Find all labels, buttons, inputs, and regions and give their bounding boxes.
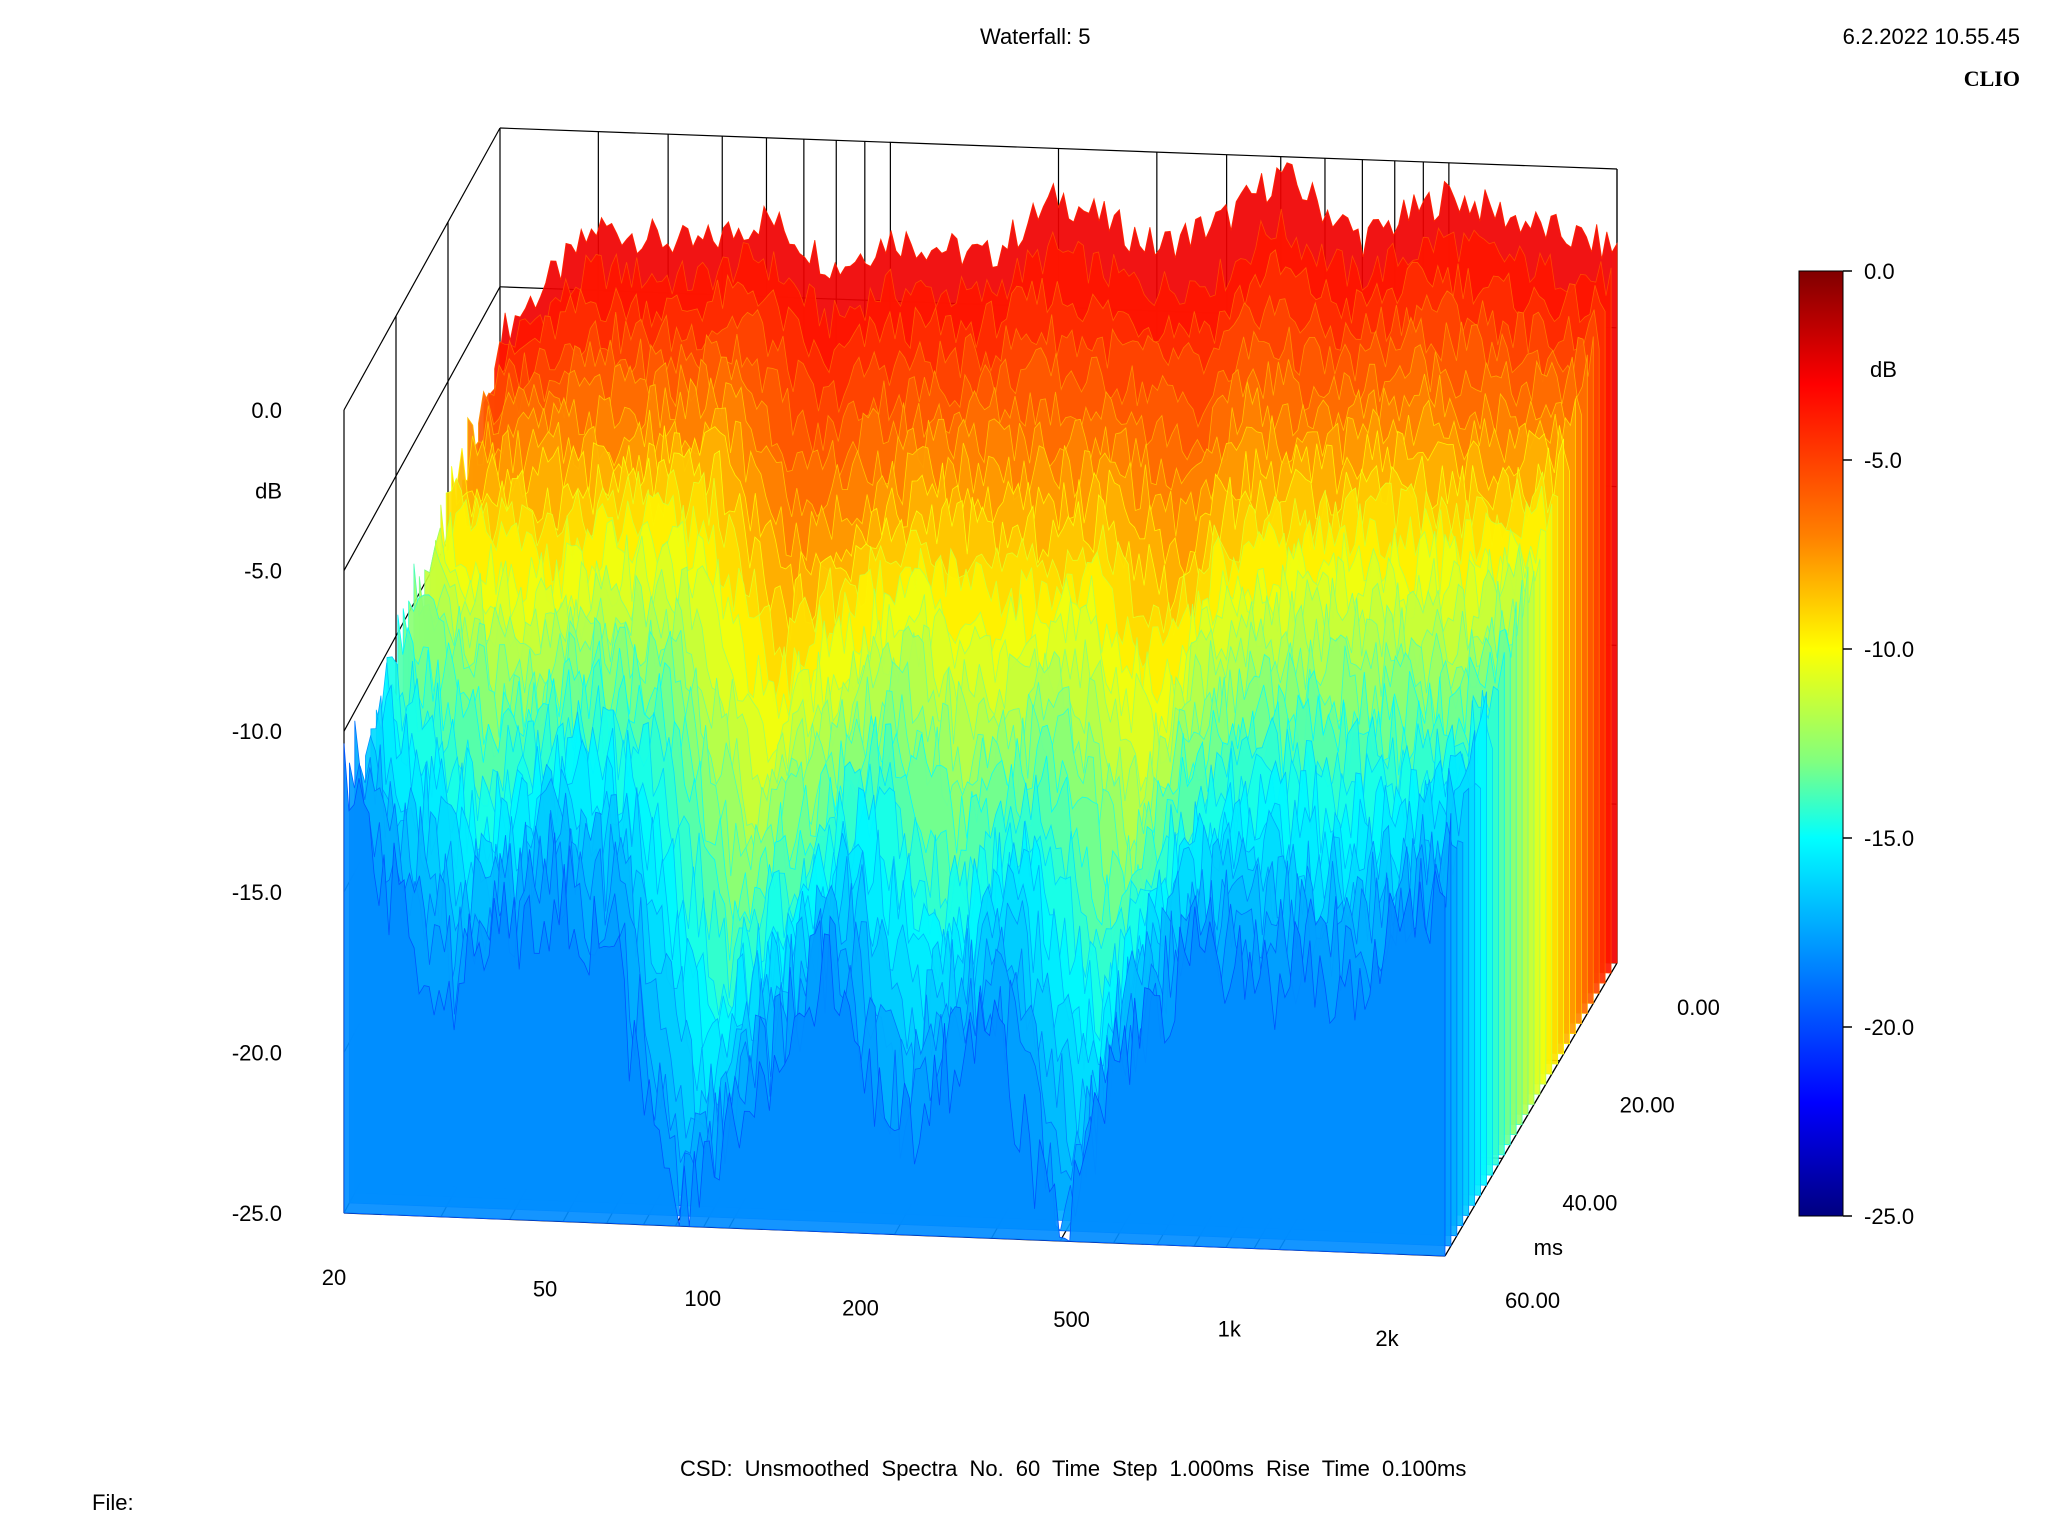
x-tick-label: 50 <box>533 1277 557 1302</box>
x-tick-label: 500 <box>1053 1307 1090 1332</box>
chart-title: Waterfall: 5 <box>980 24 1091 49</box>
waterfall-surface <box>343 162 1618 1257</box>
colorbar-tick-label: -10.0 <box>1864 637 1914 662</box>
y-tick-label: -10.0 <box>232 719 282 744</box>
measurement-info: CSD: Unsmoothed Spectra No. 60 Time Step… <box>680 1456 1467 1481</box>
y-tick-label: -20.0 <box>232 1040 282 1065</box>
colorbar: 0.0 -5.0 -10.0 -15.0 -20.0 -25.0 dB <box>1798 259 1914 1229</box>
z-tick-label: 0.00 <box>1677 995 1720 1020</box>
left-top-edge <box>343 127 501 411</box>
left-db-gridline <box>343 286 501 571</box>
x-tick-label: 2k <box>1375 1326 1399 1351</box>
colorbar-unit: dB <box>1870 357 1897 382</box>
brand-logo-text: CLIO <box>1963 66 2020 91</box>
colorbar-tick-label: -15.0 <box>1864 826 1914 851</box>
y-tick-label: -15.0 <box>232 880 282 905</box>
colorbar-gradient <box>1798 270 1844 1217</box>
spectrum-slice <box>343 743 1446 1257</box>
y-axis-unit: dB <box>255 478 282 503</box>
colorbar-tick-label: -5.0 <box>1864 448 1902 473</box>
timestamp: 6.2.2022 10.55.45 <box>1842 24 2020 49</box>
x-tick-label: 1k <box>1218 1317 1242 1342</box>
z-tick-label: 20.00 <box>1620 1093 1675 1118</box>
z-tick-label: 60.00 <box>1505 1288 1560 1313</box>
z-axis-unit: ms <box>1534 1235 1563 1260</box>
file-label: File: <box>92 1490 134 1515</box>
x-tick-label: 20 <box>322 1265 346 1290</box>
colorbar-tick-label: -20.0 <box>1864 1015 1914 1040</box>
y-tick-label: -25.0 <box>232 1201 282 1226</box>
x-tick-label: 100 <box>684 1286 721 1311</box>
floor-freq-gridline <box>1444 962 1618 1257</box>
axis-labels: 0.0 -5.0 -10.0 -15.0 -20.0 -25.0 dB 20 50 100 200 5… <box>232 398 1720 1351</box>
z-tick-label: 40.00 <box>1562 1190 1617 1215</box>
colorbar-tick-label: 0.0 <box>1864 259 1895 284</box>
x-tick-label: 200 <box>842 1296 879 1321</box>
y-tick-label: -5.0 <box>244 559 282 584</box>
y-tick-label: 0.0 <box>251 398 282 423</box>
colorbar-tick-label: -25.0 <box>1864 1204 1914 1229</box>
